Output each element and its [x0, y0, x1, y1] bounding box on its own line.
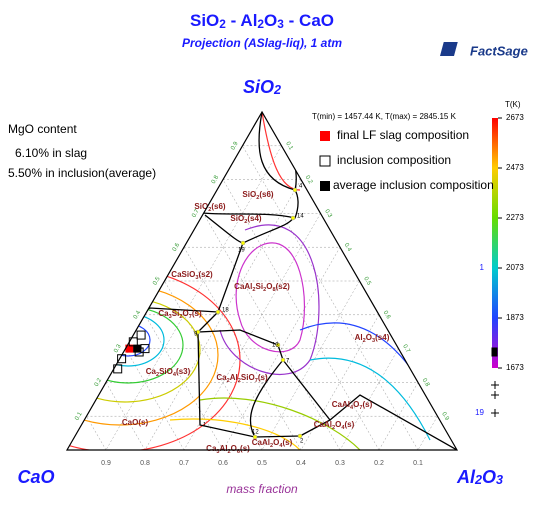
- left-tick-label: 0.1: [74, 411, 84, 422]
- subtitle: Projection (ASlag-liq), 1 atm: [182, 36, 342, 50]
- x-tick-label: 0.6: [218, 460, 228, 467]
- left-tick-label: 0.3: [113, 343, 123, 354]
- grid-line: [203, 213, 341, 450]
- phase-label: CaAl4O7(s): [332, 400, 373, 411]
- logo-text: FactSage: [470, 43, 528, 58]
- axis-label: mass fraction: [226, 482, 298, 496]
- phase-label: Ca3Al2O6(s): [206, 444, 250, 455]
- colorbar-marker: 19: [475, 408, 484, 417]
- colorbar-tick-label: 2073: [506, 263, 524, 272]
- point-label: 19: [238, 248, 245, 254]
- right-tick-label: 0.1: [284, 141, 294, 152]
- phase-label: CaO(s): [122, 418, 149, 427]
- info: T(min) = 1457.44 K, T(max) = 2845.15 K: [312, 112, 457, 121]
- grid-line: [183, 213, 321, 450]
- phase-label: SiO2(s4): [230, 214, 262, 225]
- x-tick-label: 0.4: [296, 460, 306, 467]
- right-tick-label: 0.4: [343, 242, 353, 253]
- right-tick-label: 0.6: [382, 310, 392, 321]
- x-tick-label: 0.8: [140, 460, 150, 467]
- grid-line: [105, 145, 282, 450]
- grid-line: [144, 179, 302, 450]
- invariant-points: [195, 187, 303, 440]
- grid-line: [105, 382, 146, 450]
- right-tick-label: 0.2: [304, 175, 314, 186]
- right-tick-label: 0.8: [421, 378, 431, 389]
- right-tick-label: 0.7: [401, 344, 411, 355]
- x-tick-label: 0.3: [335, 460, 345, 467]
- grid-line: [417, 416, 438, 450]
- grid: [86, 145, 438, 450]
- phase-label: Ca2Al2SiO7(s): [216, 373, 268, 384]
- corner-label: CaO: [17, 467, 54, 487]
- phase-label: CaSiO3(s2): [171, 270, 213, 281]
- grid-line: [261, 280, 360, 450]
- data-point: [125, 344, 134, 353]
- phase-label: CaAl2O4(s): [314, 420, 355, 431]
- right-tick-label: 0.3: [323, 209, 333, 220]
- phase-label: SiO2(s6): [194, 202, 226, 213]
- x-tick-label: 0.9: [101, 460, 111, 467]
- point-label: 7: [286, 359, 290, 365]
- data-point: [136, 330, 146, 340]
- phase-label: CaAl2O4(s): [252, 438, 293, 449]
- note: 6.10% in slag: [15, 146, 87, 160]
- colorbar-title: T(K): [505, 100, 521, 109]
- left-tick-label: 0.8: [211, 174, 221, 185]
- colorbar: [492, 118, 498, 368]
- grid-line: [339, 348, 399, 450]
- point-label: 18: [222, 308, 229, 314]
- point-label: 9: [194, 332, 198, 338]
- x-tick-label: 0.5: [257, 460, 267, 467]
- right-tick-label: 0.5: [362, 276, 372, 287]
- grid-line: [242, 145, 419, 450]
- point-label: 14: [297, 214, 304, 220]
- colorbar-tick-label: 1673: [506, 363, 524, 372]
- point-label: 1: [203, 423, 207, 429]
- x-tick-label: 0.1: [413, 460, 423, 467]
- left-tick-label: 0.9: [230, 140, 240, 151]
- phase-label: SiO2(s6): [242, 190, 274, 201]
- point-label: 2: [300, 439, 304, 445]
- left-tick-label: 0.6: [172, 242, 182, 253]
- grid-line: [378, 382, 419, 450]
- legend-label: average inclusion composition: [333, 178, 494, 192]
- right-tick-label: 0.9: [440, 411, 450, 422]
- data-point: [133, 344, 142, 353]
- legend-swatch: [320, 181, 330, 191]
- colorbar-tick-label: 2273: [506, 213, 524, 222]
- phase-label: CaAl2Si2O8(s2): [234, 282, 290, 293]
- legend-swatch: [319, 155, 331, 167]
- left-tick-label: 0.5: [152, 276, 162, 287]
- phase-label: Al2O3(s4): [355, 333, 390, 344]
- legend-label: inclusion composition: [337, 153, 451, 167]
- triangle: [65, 110, 459, 451]
- left-tick-label: 0.2: [94, 377, 104, 388]
- corner-label: SiO2: [243, 77, 281, 98]
- legend-label: final LF slag composition: [337, 128, 469, 142]
- corner-label: Al2O3: [456, 467, 503, 488]
- chart-title: SiO2 - Al2O3 - CaO: [190, 11, 334, 31]
- phase-label: Ca2SiO4(s3): [146, 367, 191, 378]
- grid-line: [222, 247, 341, 450]
- colorbar-tick-label: 1873: [506, 313, 524, 322]
- grid-line: [164, 280, 263, 450]
- colorbar-tick-label: 2473: [506, 163, 524, 172]
- colorbar-tick-label: 2673: [506, 113, 524, 122]
- colorbar-symbols: [491, 347, 499, 417]
- legend-swatch: [320, 131, 330, 141]
- x-tick-label: 0.7: [179, 460, 189, 467]
- note: 5.50% in inclusion(average): [8, 166, 156, 180]
- left-tick-label: 0.4: [133, 309, 143, 320]
- point-label: 12: [252, 430, 259, 436]
- phase-label: Ca3Si2O7(s): [158, 309, 202, 320]
- point-label: 13: [272, 343, 279, 349]
- left-tick-label: 0.7: [191, 208, 201, 219]
- note: MgO content: [8, 122, 77, 136]
- colorbar-marker: 1: [480, 263, 485, 272]
- logo: FactSage: [439, 42, 528, 58]
- point-label: 4: [299, 184, 303, 190]
- x-tick-label: 0.2: [374, 460, 384, 467]
